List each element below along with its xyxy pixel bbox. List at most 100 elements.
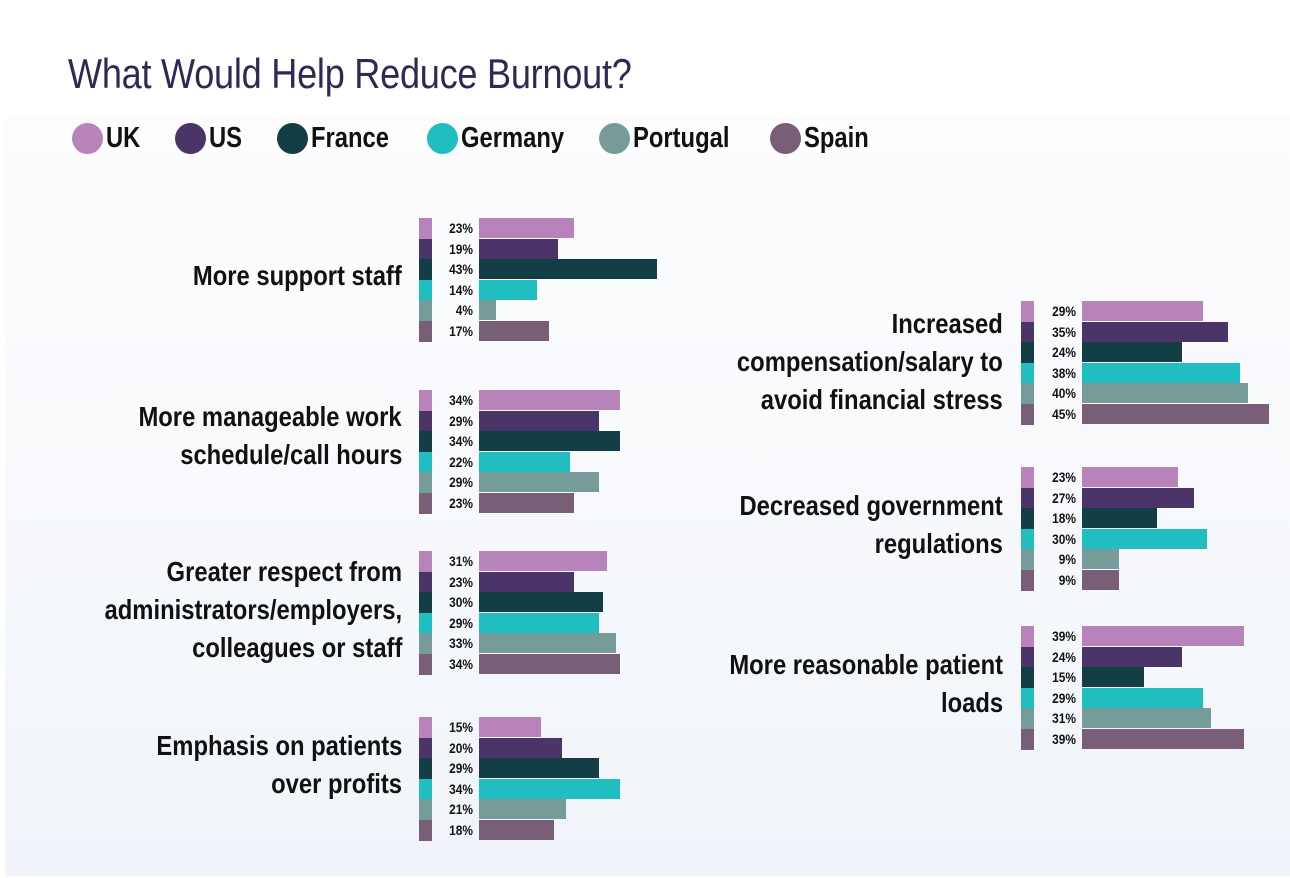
bar-row-germany: 22% bbox=[0, 451, 1290, 473]
series-swatch-icon bbox=[419, 799, 432, 820]
bar bbox=[1082, 626, 1245, 646]
category-label: Decreased government regulations bbox=[693, 487, 1003, 563]
bar bbox=[479, 737, 562, 758]
bar-row-uk: 31% bbox=[0, 551, 1290, 572]
series-swatch-icon bbox=[419, 451, 432, 473]
series-swatch-icon bbox=[419, 279, 432, 301]
value-label: 31% bbox=[1052, 710, 1076, 726]
value-label: 30% bbox=[449, 594, 473, 610]
bar bbox=[1082, 569, 1120, 590]
bar-row-france: 18% bbox=[0, 508, 1290, 529]
legend-swatch-icon bbox=[427, 122, 458, 154]
bar-row-spain: 18% bbox=[0, 819, 1290, 841]
series-swatch-icon bbox=[419, 819, 432, 841]
bar bbox=[1082, 728, 1245, 749]
bar bbox=[479, 551, 608, 571]
bar bbox=[1082, 549, 1120, 569]
bar-row-uk: 29% bbox=[0, 301, 1290, 322]
series-swatch-icon bbox=[1021, 508, 1034, 529]
bar-row-portugal: 33% bbox=[0, 633, 1290, 654]
value-label: 4% bbox=[455, 302, 473, 318]
bar bbox=[1082, 467, 1178, 487]
series-swatch-icon bbox=[1021, 687, 1034, 709]
bar bbox=[1082, 321, 1228, 342]
series-swatch-icon bbox=[1021, 403, 1034, 425]
bar bbox=[479, 279, 537, 300]
value-label: 9% bbox=[1058, 571, 1076, 588]
category-label: More support staff bbox=[156, 257, 402, 295]
category-label-line: compensation/salary to bbox=[737, 346, 1003, 377]
legend-swatch-icon bbox=[599, 122, 630, 154]
value-label: 34% bbox=[449, 780, 473, 797]
series-swatch-icon bbox=[419, 737, 432, 759]
series-swatch-icon bbox=[419, 571, 432, 593]
bar-row-uk: 23% bbox=[0, 467, 1290, 488]
series-swatch-icon bbox=[419, 259, 432, 280]
bar bbox=[479, 612, 600, 633]
value-label: 9% bbox=[1058, 551, 1076, 567]
value-label: 31% bbox=[449, 553, 473, 569]
value-label: 33% bbox=[449, 635, 473, 651]
bar-row-us: 29% bbox=[0, 410, 1290, 432]
bar-row-france: 29% bbox=[0, 758, 1290, 779]
category-label-line: More support staff bbox=[193, 260, 402, 291]
bar-row-uk: 23% bbox=[0, 218, 1290, 239]
bar-row-france: 15% bbox=[0, 667, 1290, 688]
bar-row-uk: 34% bbox=[0, 390, 1290, 411]
bar-row-germany: 34% bbox=[0, 778, 1290, 800]
value-label: 29% bbox=[449, 412, 473, 429]
series-swatch-icon bbox=[419, 778, 432, 800]
bar-row-spain: 9% bbox=[0, 569, 1290, 591]
category-label-line: loads bbox=[940, 687, 1003, 718]
legend-swatch-icon bbox=[277, 122, 308, 154]
legend-label: Portugal bbox=[633, 121, 730, 154]
bar bbox=[479, 410, 600, 431]
bar bbox=[479, 259, 658, 279]
bar-row-germany: 30% bbox=[0, 528, 1290, 550]
value-label: 23% bbox=[449, 494, 473, 511]
value-label: 34% bbox=[449, 655, 473, 672]
series-swatch-icon bbox=[1021, 467, 1034, 488]
bar-row-us: 27% bbox=[0, 487, 1290, 509]
bar-row-spain: 34% bbox=[0, 653, 1290, 675]
series-swatch-icon bbox=[1021, 708, 1034, 729]
legend-item-germany: Germany bbox=[427, 120, 587, 156]
category-label-line: administrators/employers, bbox=[104, 594, 402, 625]
value-label: 40% bbox=[1052, 385, 1076, 401]
bar bbox=[479, 653, 620, 674]
bar bbox=[1082, 342, 1182, 362]
bar bbox=[1082, 708, 1211, 728]
category-label-line: regulations bbox=[874, 528, 1003, 559]
category-label-line: colleagues or staff bbox=[191, 632, 402, 663]
bar bbox=[1082, 687, 1203, 708]
category-label-line: Greater respect from bbox=[166, 556, 402, 587]
bar bbox=[479, 300, 496, 320]
value-label: 18% bbox=[1052, 510, 1076, 526]
bar bbox=[479, 320, 550, 341]
series-swatch-icon bbox=[1021, 383, 1034, 404]
bar-row-portugal: 31% bbox=[0, 708, 1290, 729]
series-swatch-icon bbox=[1021, 549, 1034, 570]
bar bbox=[1082, 487, 1195, 508]
series-swatch-icon bbox=[419, 492, 432, 514]
value-label: 23% bbox=[1052, 469, 1076, 485]
bar bbox=[479, 451, 571, 472]
series-swatch-icon bbox=[419, 633, 432, 654]
value-label: 24% bbox=[1052, 648, 1076, 665]
category-label-line: Decreased government bbox=[739, 490, 1003, 521]
value-label: 39% bbox=[1052, 628, 1076, 644]
bar-row-france: 24% bbox=[0, 342, 1290, 363]
value-label: 29% bbox=[1052, 303, 1076, 319]
legend-swatch-icon bbox=[770, 122, 801, 154]
series-swatch-icon bbox=[1021, 342, 1034, 363]
category-label: Increased compensation/salary to avoid fin… bbox=[690, 305, 1003, 419]
category-label-line: Increased bbox=[891, 308, 1003, 339]
bar bbox=[1082, 667, 1145, 687]
legend-label: UK bbox=[106, 121, 141, 154]
series-swatch-icon bbox=[419, 431, 432, 452]
legend-item-france: France bbox=[277, 120, 406, 156]
value-label: 21% bbox=[449, 801, 473, 817]
bar-row-spain: 17% bbox=[0, 320, 1290, 342]
series-swatch-icon bbox=[1021, 362, 1034, 384]
legend-item-us: US bbox=[175, 120, 249, 156]
